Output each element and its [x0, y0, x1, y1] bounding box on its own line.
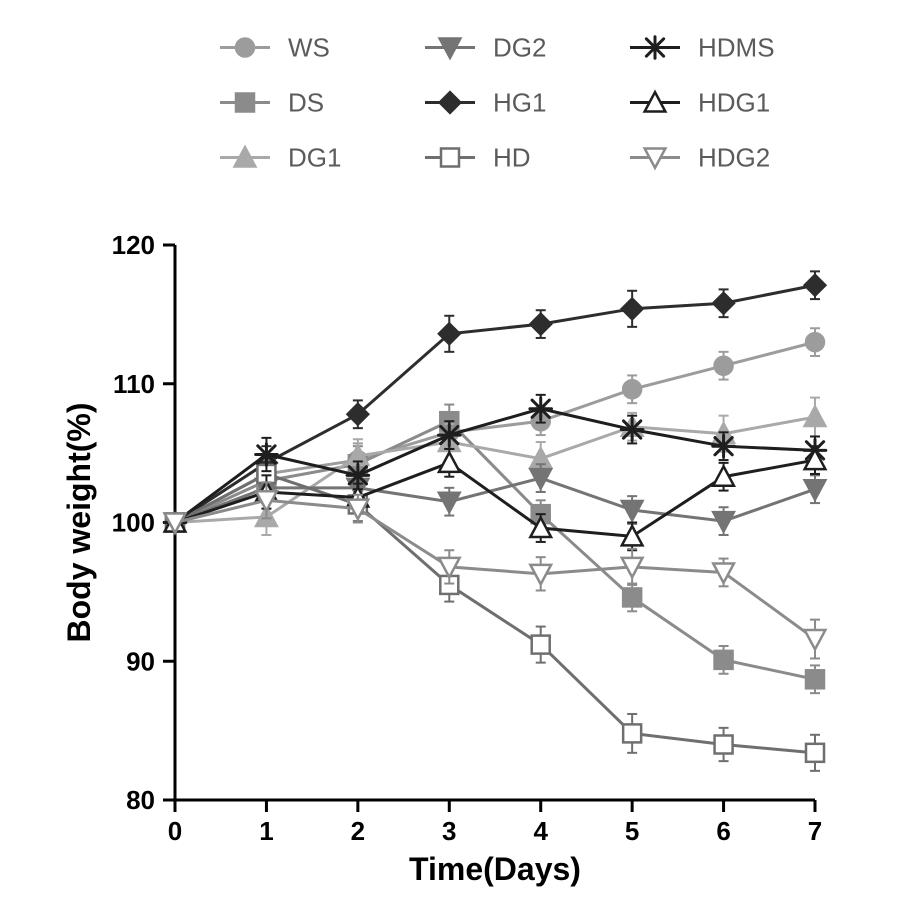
- svg-text:3: 3: [442, 816, 456, 846]
- svg-text:2: 2: [351, 816, 365, 846]
- svg-text:4: 4: [533, 816, 548, 846]
- svg-text:1: 1: [259, 816, 273, 846]
- legend-label: HDG2: [698, 143, 770, 173]
- svg-text:Time(Days): Time(Days): [409, 851, 581, 887]
- legend-label: HDMS: [698, 33, 775, 63]
- legend-label: HD: [493, 143, 531, 173]
- legend-item-DG1: DG1: [220, 143, 341, 173]
- legend-label: WS: [288, 33, 330, 63]
- svg-text:5: 5: [625, 816, 639, 846]
- svg-text:100: 100: [112, 508, 155, 538]
- legend-item-HDMS: HDMS: [630, 33, 775, 63]
- legend-item-DG2: DG2: [425, 33, 546, 63]
- svg-text:120: 120: [112, 230, 155, 260]
- svg-text:6: 6: [716, 816, 730, 846]
- legend-item-WS: WS: [220, 33, 330, 63]
- svg-text:7: 7: [808, 816, 822, 846]
- legend-item-HG1: HG1: [425, 88, 546, 118]
- svg-text:Body weight(%): Body weight(%): [61, 403, 97, 643]
- legend-label: DG1: [288, 143, 341, 173]
- legend-label: DG2: [493, 33, 546, 63]
- legend-item-HDG2: HDG2: [630, 143, 770, 173]
- legend-label: HDG1: [698, 88, 770, 118]
- svg-text:90: 90: [126, 646, 155, 676]
- legend-label: DS: [288, 88, 324, 118]
- legend-label: HG1: [493, 88, 546, 118]
- legend: WS DS DG1 DG2 HG1 HD HDMS HDG1 HDG2: [220, 33, 775, 173]
- legend-item-HDG1: HDG1: [630, 88, 770, 118]
- svg-text:80: 80: [126, 785, 155, 815]
- svg-text:0: 0: [168, 816, 182, 846]
- legend-item-DS: DS: [220, 88, 324, 118]
- legend-item-HD: HD: [425, 143, 531, 173]
- body-weight-chart: 80 90 100 110 120 0 1 2 3 4 5 6 7 Body weight(%) Time(…: [0, 0, 910, 915]
- svg-text:110: 110: [113, 369, 155, 399]
